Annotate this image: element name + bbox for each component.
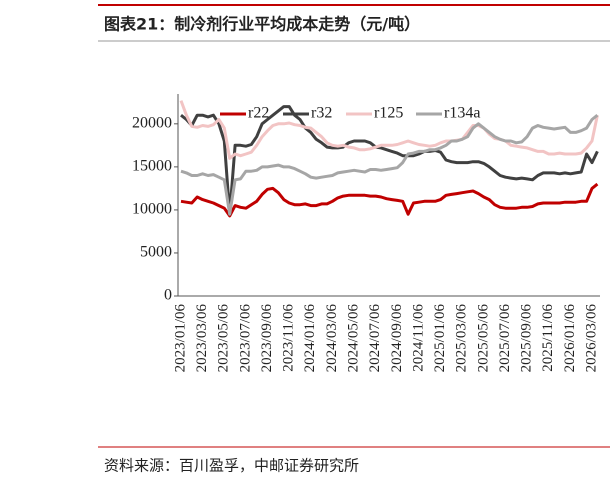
x-tick-label: 2026/01/06 — [562, 304, 578, 373]
x-tick-label: 2024/09/06 — [389, 304, 405, 373]
legend-label: r22 — [248, 105, 269, 122]
x-tick-label: 2023/05/06 — [216, 304, 232, 373]
y-tick-label: 5000 — [140, 244, 172, 261]
x-tick-label: 2025/11/06 — [540, 304, 556, 372]
series-line — [179, 100, 599, 160]
x-tick-label: 2024/11/06 — [410, 304, 426, 372]
y-tick-label: 15000 — [132, 158, 172, 175]
x-tick-label: 2025/09/06 — [519, 304, 535, 373]
x-tick-label: 2023/09/06 — [259, 304, 275, 373]
legend-label: r134a — [444, 105, 480, 122]
x-tick-label: 2025/07/06 — [497, 304, 513, 373]
series-line — [180, 114, 599, 216]
source: 资料来源：百川盈孚，中邮证券研究所 — [104, 457, 359, 475]
x-tick-label: 2023/03/06 — [194, 304, 210, 373]
series-line — [180, 105, 599, 216]
x-tick-label: 2024/07/06 — [367, 304, 383, 373]
x-tick-label: 2025/01/06 — [432, 304, 448, 373]
x-tick-label: 2024/01/06 — [302, 304, 318, 373]
x-tick-label: 2025/03/06 — [454, 304, 470, 373]
series-line — [180, 182, 599, 218]
y-tick-label: 20000 — [132, 114, 172, 131]
x-tick-label: 2026/03/06 — [583, 304, 599, 373]
x-tick-label: 2023/01/06 — [172, 304, 188, 373]
x-tick-label: 2023/11/06 — [281, 304, 297, 372]
y-tick-label: 10000 — [132, 201, 172, 218]
y-tick-label: 0 — [164, 287, 172, 304]
chart-title: 图表21：制冷剂行业平均成本走势（元/吨） — [104, 15, 420, 34]
x-tick-label: 2025/05/06 — [475, 304, 491, 373]
x-tick-label: 2024/05/06 — [345, 304, 361, 373]
x-tick-label: 2024/03/06 — [324, 304, 340, 373]
legend-label: r32 — [311, 105, 332, 122]
x-tick-label: 2023/07/06 — [237, 304, 253, 373]
legend-label: r125 — [374, 105, 403, 122]
